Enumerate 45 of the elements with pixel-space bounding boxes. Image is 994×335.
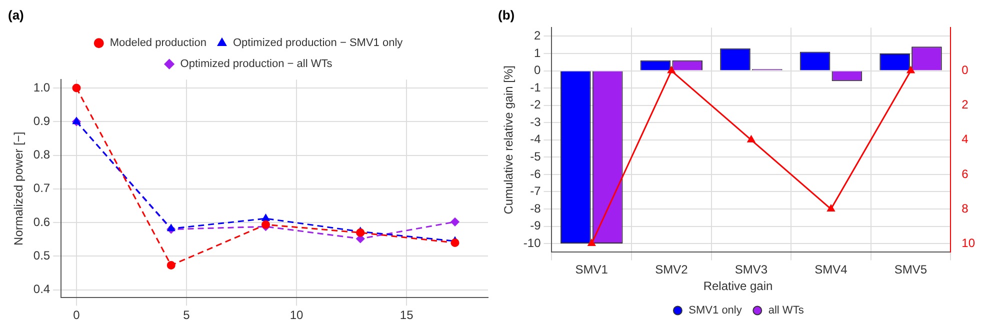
y-tick-label: -4: [530, 132, 542, 146]
y-tick-label: 0.7: [33, 181, 50, 196]
chart-title: (a): [8, 7, 24, 22]
y2-tick-label: 10: [962, 236, 976, 250]
y2-tick-label: 6: [962, 166, 969, 181]
y-axis-title: Normalized power [−]: [12, 132, 26, 246]
y-tick-label: -9: [530, 218, 542, 233]
y2-tick-label: 8: [962, 201, 969, 216]
y2-tick-label: 4: [962, 132, 969, 146]
x-tick-label: SMV1: [575, 262, 608, 277]
y-tick-label: 0.8: [33, 148, 50, 162]
legend-label: Modeled production: [110, 37, 206, 50]
y-tick-label: 0.4: [33, 282, 50, 296]
x-tick-label: SMV5: [894, 262, 928, 277]
y2-tick-label: 2: [962, 98, 969, 112]
y-tick-label: 1: [534, 46, 542, 60]
y-tick-label: -2: [530, 98, 542, 112]
x-tick-label: 10: [290, 308, 304, 322]
y-tick-label: 2: [534, 28, 542, 43]
chart-title: (b): [498, 7, 515, 22]
legend-label: SMV1 only: [688, 304, 742, 317]
y-tick-label: -6: [530, 166, 542, 181]
legend-label: Optimized production − all WTs: [180, 58, 333, 70]
legend-title: Relative gain: [703, 278, 773, 293]
y-tick-label: -3: [530, 114, 542, 129]
y-tick-label: 0.5: [33, 248, 50, 263]
x-tick-label: SMV4: [814, 262, 848, 277]
y-axis-title: Cumulative relative gain [%]: [502, 66, 516, 214]
y-tick-label: 0.6: [33, 214, 50, 229]
y-tick-label: -1: [530, 80, 542, 94]
y-tick-label: -8: [530, 201, 542, 216]
y-tick-label: 0.9: [33, 114, 50, 128]
x-tick-label: 5: [183, 308, 190, 322]
y-tick-label: 1.0: [33, 80, 50, 94]
x-tick-label: SMV3: [734, 262, 768, 277]
x-tick-label: 0: [73, 308, 80, 322]
x-tick-label: SMV2: [655, 262, 688, 277]
y-tick-label: 0: [534, 63, 542, 78]
x-tick-label: 15: [400, 308, 414, 322]
legend-label: all WTs: [768, 304, 804, 317]
y-tick-label: -7: [530, 184, 542, 198]
y2-tick-label: 0: [962, 63, 969, 78]
legend-label: Optimized production − SMV1 only: [232, 37, 404, 50]
y-tick-label: -5: [530, 149, 542, 164]
y-tick-label: -10: [523, 236, 542, 250]
